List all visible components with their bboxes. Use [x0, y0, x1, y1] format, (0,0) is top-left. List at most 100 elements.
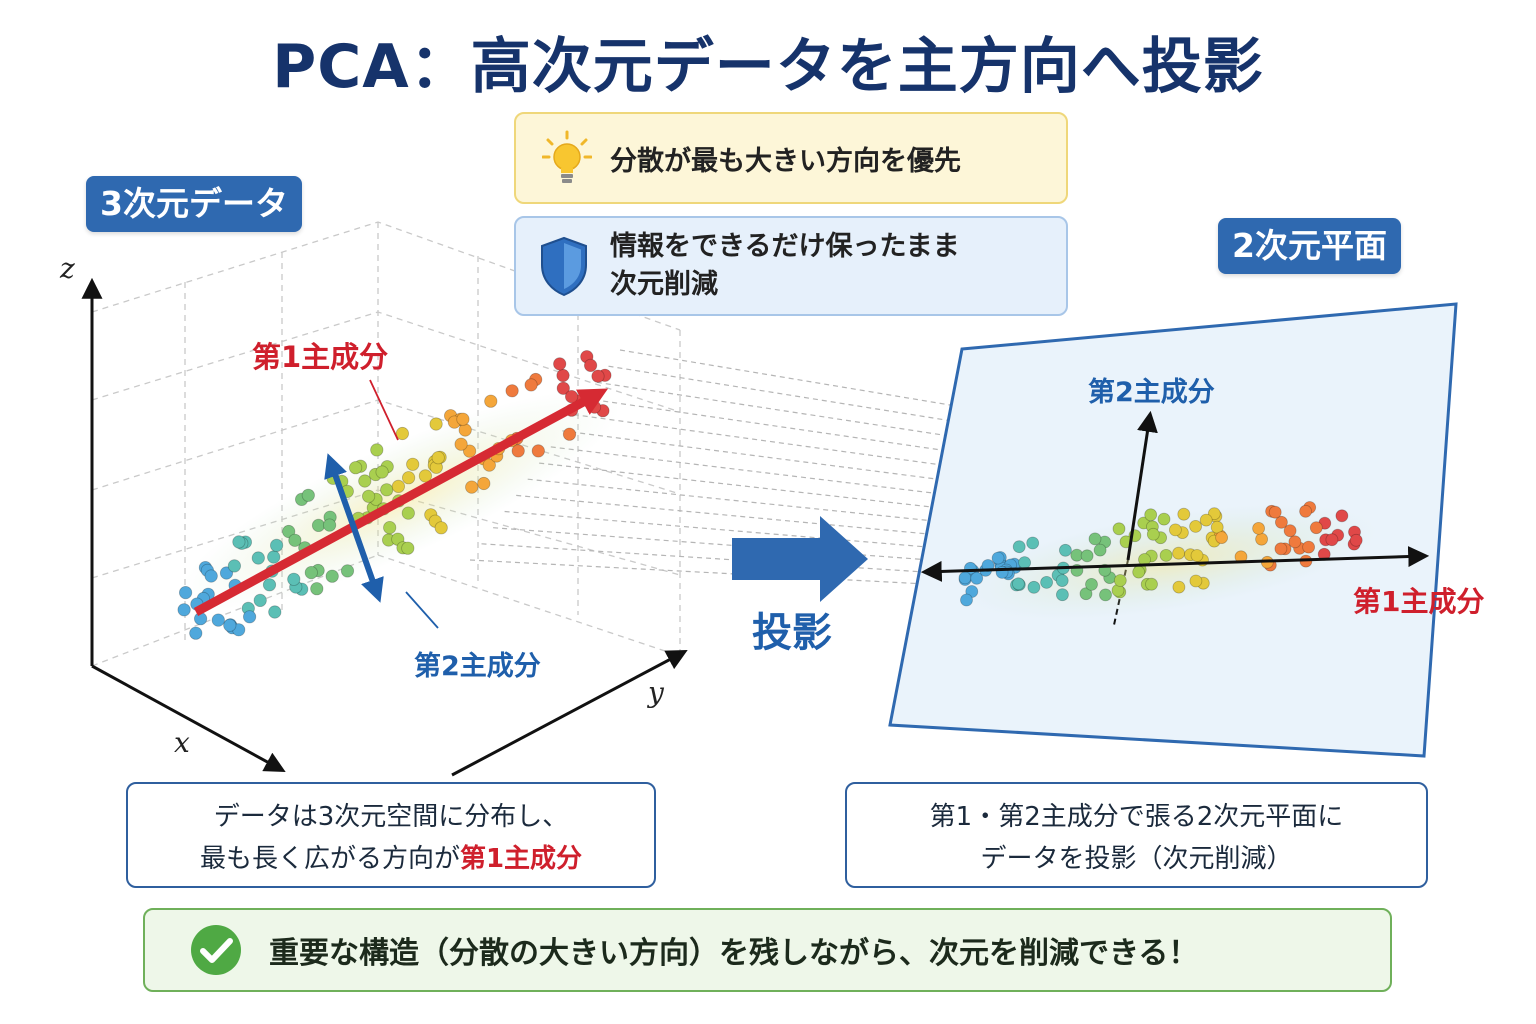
data-point-2d — [1299, 504, 1312, 518]
pc2-arrow-3d — [324, 453, 384, 603]
data-point-3d — [462, 444, 477, 458]
data-point-2d — [1012, 577, 1025, 591]
data-point-2d — [1288, 535, 1302, 549]
shield-icon — [541, 236, 587, 297]
axis-label-x: x — [174, 726, 190, 759]
data-point-2d — [1079, 587, 1093, 601]
data-point-2d — [1335, 509, 1349, 523]
data-point-2d — [1189, 574, 1203, 588]
data-point-2d — [991, 551, 1005, 565]
data-point-2d — [1255, 532, 1268, 546]
data-point-2d — [1027, 580, 1041, 594]
data-point-2d — [1113, 574, 1127, 587]
summary-banner-text: 重要な構造（分散の大きい方向）を残しながら、次元を削減できる！ — [269, 936, 1199, 971]
pc1-arrow-3d — [193, 388, 609, 616]
data-point-3d — [267, 550, 281, 564]
data-point-3d — [583, 358, 598, 372]
data-point-3d — [556, 381, 570, 395]
data-point-3d — [406, 457, 420, 471]
data-point-2d — [1159, 549, 1173, 562]
data-point-2d — [1207, 507, 1221, 521]
tag-2d-plane: 2次元平面 — [1218, 218, 1401, 274]
tag-3d-data: 3次元データ — [86, 176, 302, 232]
data-point-3d — [562, 427, 577, 441]
data-point-3d — [269, 538, 284, 553]
data-point-3d — [301, 488, 315, 502]
data-point-3d — [395, 426, 409, 441]
projection-label: 投影 — [752, 610, 832, 656]
data-point-3d — [524, 378, 538, 392]
axes-3d — [81, 277, 688, 777]
data-point-3d — [223, 618, 237, 632]
data-point-2d — [1099, 588, 1112, 602]
data-point-2d — [1268, 505, 1282, 519]
data-point-3d — [232, 535, 246, 549]
projection-line — [562, 430, 1225, 517]
projection-line — [550, 446, 1202, 526]
caption-left-line2-prefix: 最も長く広がる方向が — [199, 844, 460, 874]
data-point-2d — [970, 571, 984, 585]
data-point-3d — [477, 476, 491, 491]
data-point-2d — [960, 593, 973, 607]
data-point-3d — [177, 603, 191, 617]
data-point-2d — [1349, 533, 1363, 547]
data-point-2d — [1018, 556, 1031, 569]
data-point-2d — [1157, 512, 1171, 526]
info-preserve-box: 情報をできるだけ保ったまま 次元削減 — [514, 216, 1068, 316]
data-point-3d — [465, 480, 479, 494]
data-point-3d — [251, 551, 265, 565]
data-point-3d — [211, 613, 225, 627]
caption-left-line1: データは3次元空間に分布し、 — [213, 802, 569, 832]
data-point-3d — [310, 582, 324, 596]
data-point-3d — [322, 518, 337, 532]
data-point-2d — [1080, 549, 1094, 563]
data-point-3d — [375, 465, 389, 479]
pc1-label-2d: 第1主成分 — [1353, 585, 1485, 618]
data-point-2d — [1093, 543, 1107, 557]
data-point-3d — [340, 564, 355, 578]
data-point-3d — [591, 369, 605, 383]
check-circle-icon — [191, 925, 241, 975]
data-point-2d — [1132, 565, 1146, 579]
info-variance-text: 分散が最も大きい方向を優先 — [610, 145, 961, 177]
data-point-2d — [1169, 523, 1182, 537]
lightbulb-icon — [542, 130, 592, 183]
caption-right-line1: 第1・第2主成分で張る2次元平面に — [929, 802, 1344, 832]
data-point-2d — [1309, 521, 1323, 535]
data-point-3d — [484, 394, 498, 408]
caption-left: データは3次元空間に分布し、 最も長く広がる方向が第1主成分 — [126, 782, 656, 888]
data-point-2d — [1210, 520, 1224, 534]
data-point-2d — [1215, 531, 1228, 544]
info-variance-box: 分散が最も大きい方向を優先 — [514, 112, 1068, 204]
data-point-2d — [1252, 522, 1265, 535]
data-point-3d — [454, 437, 468, 451]
data-point-3d — [219, 566, 234, 580]
data-point-3d — [383, 520, 397, 535]
data-point-3d — [361, 489, 376, 503]
data-point-3d — [391, 479, 405, 493]
data-point-3d — [287, 572, 301, 586]
data-point-2d — [1189, 520, 1202, 533]
caption-left-line2: 最も長く広がる方向が第1主成分 — [128, 838, 654, 880]
data-point-3d — [282, 524, 296, 539]
data-point-3d — [243, 610, 257, 624]
pc2-axis-2d — [1126, 410, 1158, 561]
projection-arrow — [732, 516, 868, 602]
data-point-2d — [1040, 576, 1053, 589]
data-point-3d — [556, 368, 570, 383]
pc1-axis-2d — [920, 546, 1430, 582]
data-point-2d — [1026, 536, 1040, 550]
data-point-3d — [380, 483, 394, 497]
data-point-3d — [458, 423, 472, 437]
data-point-3d — [401, 506, 415, 520]
data-point-3d — [268, 605, 282, 619]
pc2-label-3d: 第2主成分 — [414, 651, 541, 682]
data-point-3d — [288, 533, 302, 547]
summary-banner: 重要な構造（分散の大きい方向）を残しながら、次元を削減できる！ — [143, 908, 1392, 992]
data-point-3d — [434, 521, 448, 535]
data-point-3d — [401, 541, 415, 555]
data-point-2d — [1172, 580, 1186, 594]
data-point-2d — [1088, 532, 1102, 546]
data-point-3d — [531, 444, 545, 458]
data-point-2d — [1146, 527, 1160, 541]
